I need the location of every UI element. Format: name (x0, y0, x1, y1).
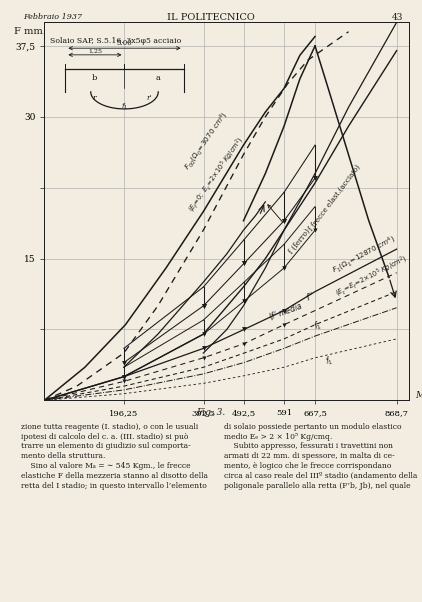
Text: b: b (92, 73, 97, 82)
Text: ipotesi di calcolo del c. a. (III. stadio) si può: ipotesi di calcolo del c. a. (III. stadi… (21, 432, 189, 441)
Text: Sino al valore Mₐ = ∼ 545 Kgm., le frecce: Sino al valore Mₐ = ∼ 545 Kgm., le frecc… (21, 462, 191, 470)
Text: 43: 43 (392, 13, 403, 22)
Text: Fig. 3.: Fig. 3. (196, 408, 226, 417)
Text: mento, è logico che le frecce corrispondano: mento, è logico che le frecce corrispond… (224, 462, 391, 470)
Text: r': r' (147, 93, 153, 102)
Text: $F_{00}(\Omega_0\!=\!3070\ cm^4)$: $F_{00}(\Omega_0\!=\!3070\ cm^4)$ (182, 109, 232, 173)
Text: circa al caso reale del IIIº stadio (andamento della: circa al caso reale del IIIº stadio (and… (224, 472, 417, 480)
Text: retta del I stadio; in questo intervallo l’elemento: retta del I stadio; in questo intervallo… (21, 482, 207, 490)
Text: $f''$: $f''$ (304, 290, 316, 303)
Text: trarre un elemento di giudizio sul comporta-: trarre un elemento di giudizio sul compo… (21, 442, 191, 450)
Text: f (ferro): f (ferro) (268, 205, 311, 256)
Text: armati di 22 mm. di spessore, in malta di ce-: armati di 22 mm. di spessore, in malta d… (224, 453, 395, 461)
Text: $f_1$: $f_1$ (121, 102, 128, 112)
Text: poligonale parallelo alla retta (F’b, Jb), nel quale: poligonale parallelo alla retta (F’b, Jb… (224, 482, 410, 490)
Text: medio Eₑ > 2 × 10⁵ Kg/cmq.: medio Eₑ > 2 × 10⁵ Kg/cmq. (224, 432, 332, 441)
Text: $f_1$: $f_1$ (312, 318, 324, 333)
Text: elastiche F della mezzeria stanno al disotto della: elastiche F della mezzeria stanno al dis… (21, 472, 208, 480)
Text: Subito appresso, fessurati i travettini non: Subito appresso, fessurati i travettini … (224, 442, 392, 450)
Text: a: a (156, 73, 161, 82)
Text: $F_1(\Omega_1\!=\!12870\ cm^4)$: $F_1(\Omega_1\!=\!12870\ cm^4)$ (330, 233, 398, 277)
Text: $f_1$: $f_1$ (324, 354, 334, 368)
Text: Mₐ(Kgm): Mₐ(Kgm) (415, 391, 422, 400)
Text: Solaio SAP, S.5.16. 3x5φ5 acciaio: Solaio SAP, S.5.16. 3x5φ5 acciaio (50, 37, 181, 45)
Text: $(f'\ media$: $(f'\ media$ (268, 299, 305, 323)
Text: f frecce elast.(acciaio): f frecce elast.(acciaio) (307, 163, 362, 232)
Text: $(E_f\!=\!0;\ E_c\!=\!2\!\times\!10^5\ Kg/cm^2)$: $(E_f\!=\!0;\ E_c\!=\!2\!\times\!10^5\ K… (186, 135, 248, 216)
Text: 1,25: 1,25 (88, 49, 102, 54)
Text: F mm.: F mm. (14, 27, 46, 36)
Text: di solaio possiede pertanto un modulo elastico: di solaio possiede pertanto un modulo el… (224, 423, 401, 430)
Text: 5.00: 5.00 (116, 39, 133, 47)
Text: $(E_c\!=\!E_f\!=\!2\!\times\!10^5\ Kg/cm^2)$: $(E_c\!=\!E_f\!=\!2\!\times\!10^5\ Kg/cm… (333, 253, 410, 300)
Text: mento della struttura.: mento della struttura. (21, 453, 106, 461)
Text: IL POLITECNICO: IL POLITECNICO (167, 13, 255, 22)
Text: zione tutta reagente (I. stadio), o con le usuali: zione tutta reagente (I. stadio), o con … (21, 423, 198, 430)
Text: r: r (92, 93, 96, 102)
Text: Febbraio 1937: Febbraio 1937 (23, 13, 82, 20)
